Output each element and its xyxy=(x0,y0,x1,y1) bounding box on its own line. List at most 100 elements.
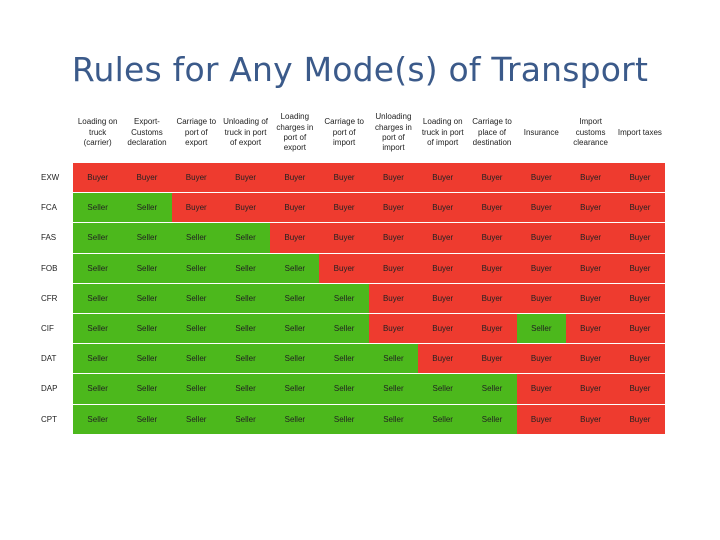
seller-cell: Seller xyxy=(220,282,271,314)
seller-cell: Seller xyxy=(73,373,123,404)
buyer-cell: Buyer xyxy=(516,343,566,374)
column-header: Import customs clearance xyxy=(566,104,615,163)
buyer-cell: Buyer xyxy=(565,252,616,284)
table-row: FOB Seller Seller Seller Seller Seller Buyer Bu… xyxy=(36,252,665,284)
seller-cell: Seller xyxy=(171,222,221,254)
seller-cell: Seller xyxy=(122,192,172,223)
buyer-cell: Buyer xyxy=(467,192,517,223)
column-header: Loading charges in port of export xyxy=(270,104,319,163)
incoterm-label: EXW xyxy=(36,161,73,193)
column-header-label: Unloading of truck in port of export xyxy=(223,117,268,148)
seller-cell: Seller xyxy=(319,343,369,374)
table-row: CPT Seller Seller Seller Seller Seller Seller S… xyxy=(36,403,665,434)
seller-cell: Seller xyxy=(270,252,320,284)
seller-cell: Seller xyxy=(220,373,271,404)
seller-cell: Seller xyxy=(270,373,320,404)
column-header-label: Import customs clearance xyxy=(573,117,608,148)
seller-cell: Seller xyxy=(220,222,271,254)
buyer-cell: Buyer xyxy=(270,161,320,193)
seller-cell: Seller xyxy=(122,252,172,284)
buyer-cell: Buyer xyxy=(615,161,665,193)
buyer-cell: Buyer xyxy=(220,192,271,223)
seller-cell: Seller xyxy=(73,252,123,284)
buyer-cell: Buyer xyxy=(565,343,616,374)
buyer-cell: Buyer xyxy=(368,282,419,314)
buyer-cell: Buyer xyxy=(73,161,123,193)
column-header: Unloading charges in port of import xyxy=(369,104,418,163)
buyer-cell: Buyer xyxy=(270,192,320,223)
buyer-cell: Buyer xyxy=(615,373,665,404)
buyer-cell: Buyer xyxy=(467,222,517,254)
seller-cell: Seller xyxy=(171,252,221,284)
buyer-cell: Buyer xyxy=(565,192,616,223)
seller-cell: Seller xyxy=(319,403,369,434)
column-header: Carriage to port of import xyxy=(319,104,368,163)
buyer-cell: Buyer xyxy=(368,222,419,254)
seller-cell: Seller xyxy=(467,403,517,434)
buyer-cell: Buyer xyxy=(368,252,419,284)
incoterm-label: CIF xyxy=(36,312,73,344)
buyer-cell: Buyer xyxy=(418,312,468,344)
buyer-cell: Buyer xyxy=(516,161,566,193)
column-header-label: Carriage to port of export xyxy=(176,117,217,148)
seller-cell: Seller xyxy=(368,343,419,374)
seller-cell: Seller xyxy=(73,343,123,374)
seller-cell: Seller xyxy=(368,403,419,434)
buyer-cell: Buyer xyxy=(565,312,616,344)
buyer-cell: Buyer xyxy=(565,282,616,314)
buyer-cell: Buyer xyxy=(516,252,566,284)
buyer-cell: Buyer xyxy=(368,312,419,344)
buyer-cell: Buyer xyxy=(516,403,566,434)
incoterm-label: FAS xyxy=(36,222,73,254)
buyer-cell: Buyer xyxy=(418,343,468,374)
table-row: DAT Seller Seller Seller Seller Seller Seller S… xyxy=(36,343,665,374)
column-header: Import taxes xyxy=(615,104,664,163)
column-header-label: Insurance xyxy=(523,127,559,137)
column-header-label: Carriage to place of destination xyxy=(472,117,512,148)
column-header-label: Loading charges in port of export xyxy=(276,112,314,153)
incoterms-table: Loading on truck (carrier) Export-Customs… xyxy=(36,104,665,434)
buyer-cell: Buyer xyxy=(220,161,271,193)
table-row: FAS Seller Seller Seller Seller Buyer Buyer Buy… xyxy=(36,222,665,254)
column-header: Carriage to port of export xyxy=(172,104,221,163)
seller-cell: Seller xyxy=(319,312,369,344)
seller-cell: Seller xyxy=(171,403,221,434)
seller-cell: Seller xyxy=(220,403,271,434)
table-row: CFR Seller Seller Seller Seller Seller Seller B… xyxy=(36,282,665,314)
seller-cell: Seller xyxy=(122,373,172,404)
buyer-cell: Buyer xyxy=(565,161,616,193)
buyer-cell: Buyer xyxy=(418,192,468,223)
column-header: Insurance xyxy=(517,104,566,163)
seller-cell: Seller xyxy=(270,343,320,374)
seller-cell: Seller xyxy=(418,373,468,404)
buyer-cell: Buyer xyxy=(270,222,320,254)
incoterm-label: FOB xyxy=(36,252,73,284)
table-row: DAP Seller Seller Seller Seller Seller Seller S… xyxy=(36,373,665,404)
seller-cell: Seller xyxy=(122,222,172,254)
seller-cell: Seller xyxy=(516,312,566,344)
seller-cell: Seller xyxy=(270,312,320,344)
table-header-row: Loading on truck (carrier) Export-Customs… xyxy=(36,104,665,163)
buyer-cell: Buyer xyxy=(319,161,369,193)
buyer-cell: Buyer xyxy=(319,192,369,223)
seller-cell: Seller xyxy=(171,343,221,374)
buyer-cell: Buyer xyxy=(122,161,172,193)
buyer-cell: Buyer xyxy=(565,222,616,254)
buyer-cell: Buyer xyxy=(418,282,468,314)
seller-cell: Seller xyxy=(122,343,172,374)
seller-cell: Seller xyxy=(73,282,123,314)
column-header-label: Loading on truck (carrier) xyxy=(77,117,118,148)
seller-cell: Seller xyxy=(171,373,221,404)
buyer-cell: Buyer xyxy=(615,282,665,314)
buyer-cell: Buyer xyxy=(615,192,665,223)
seller-cell: Seller xyxy=(220,252,271,284)
seller-cell: Seller xyxy=(270,282,320,314)
seller-cell: Seller xyxy=(319,373,369,404)
buyer-cell: Buyer xyxy=(171,192,221,223)
incoterm-label: DAP xyxy=(36,373,73,404)
buyer-cell: Buyer xyxy=(615,222,665,254)
seller-cell: Seller xyxy=(122,403,172,434)
seller-cell: Seller xyxy=(73,403,123,434)
buyer-cell: Buyer xyxy=(516,222,566,254)
seller-cell: Seller xyxy=(220,312,271,344)
